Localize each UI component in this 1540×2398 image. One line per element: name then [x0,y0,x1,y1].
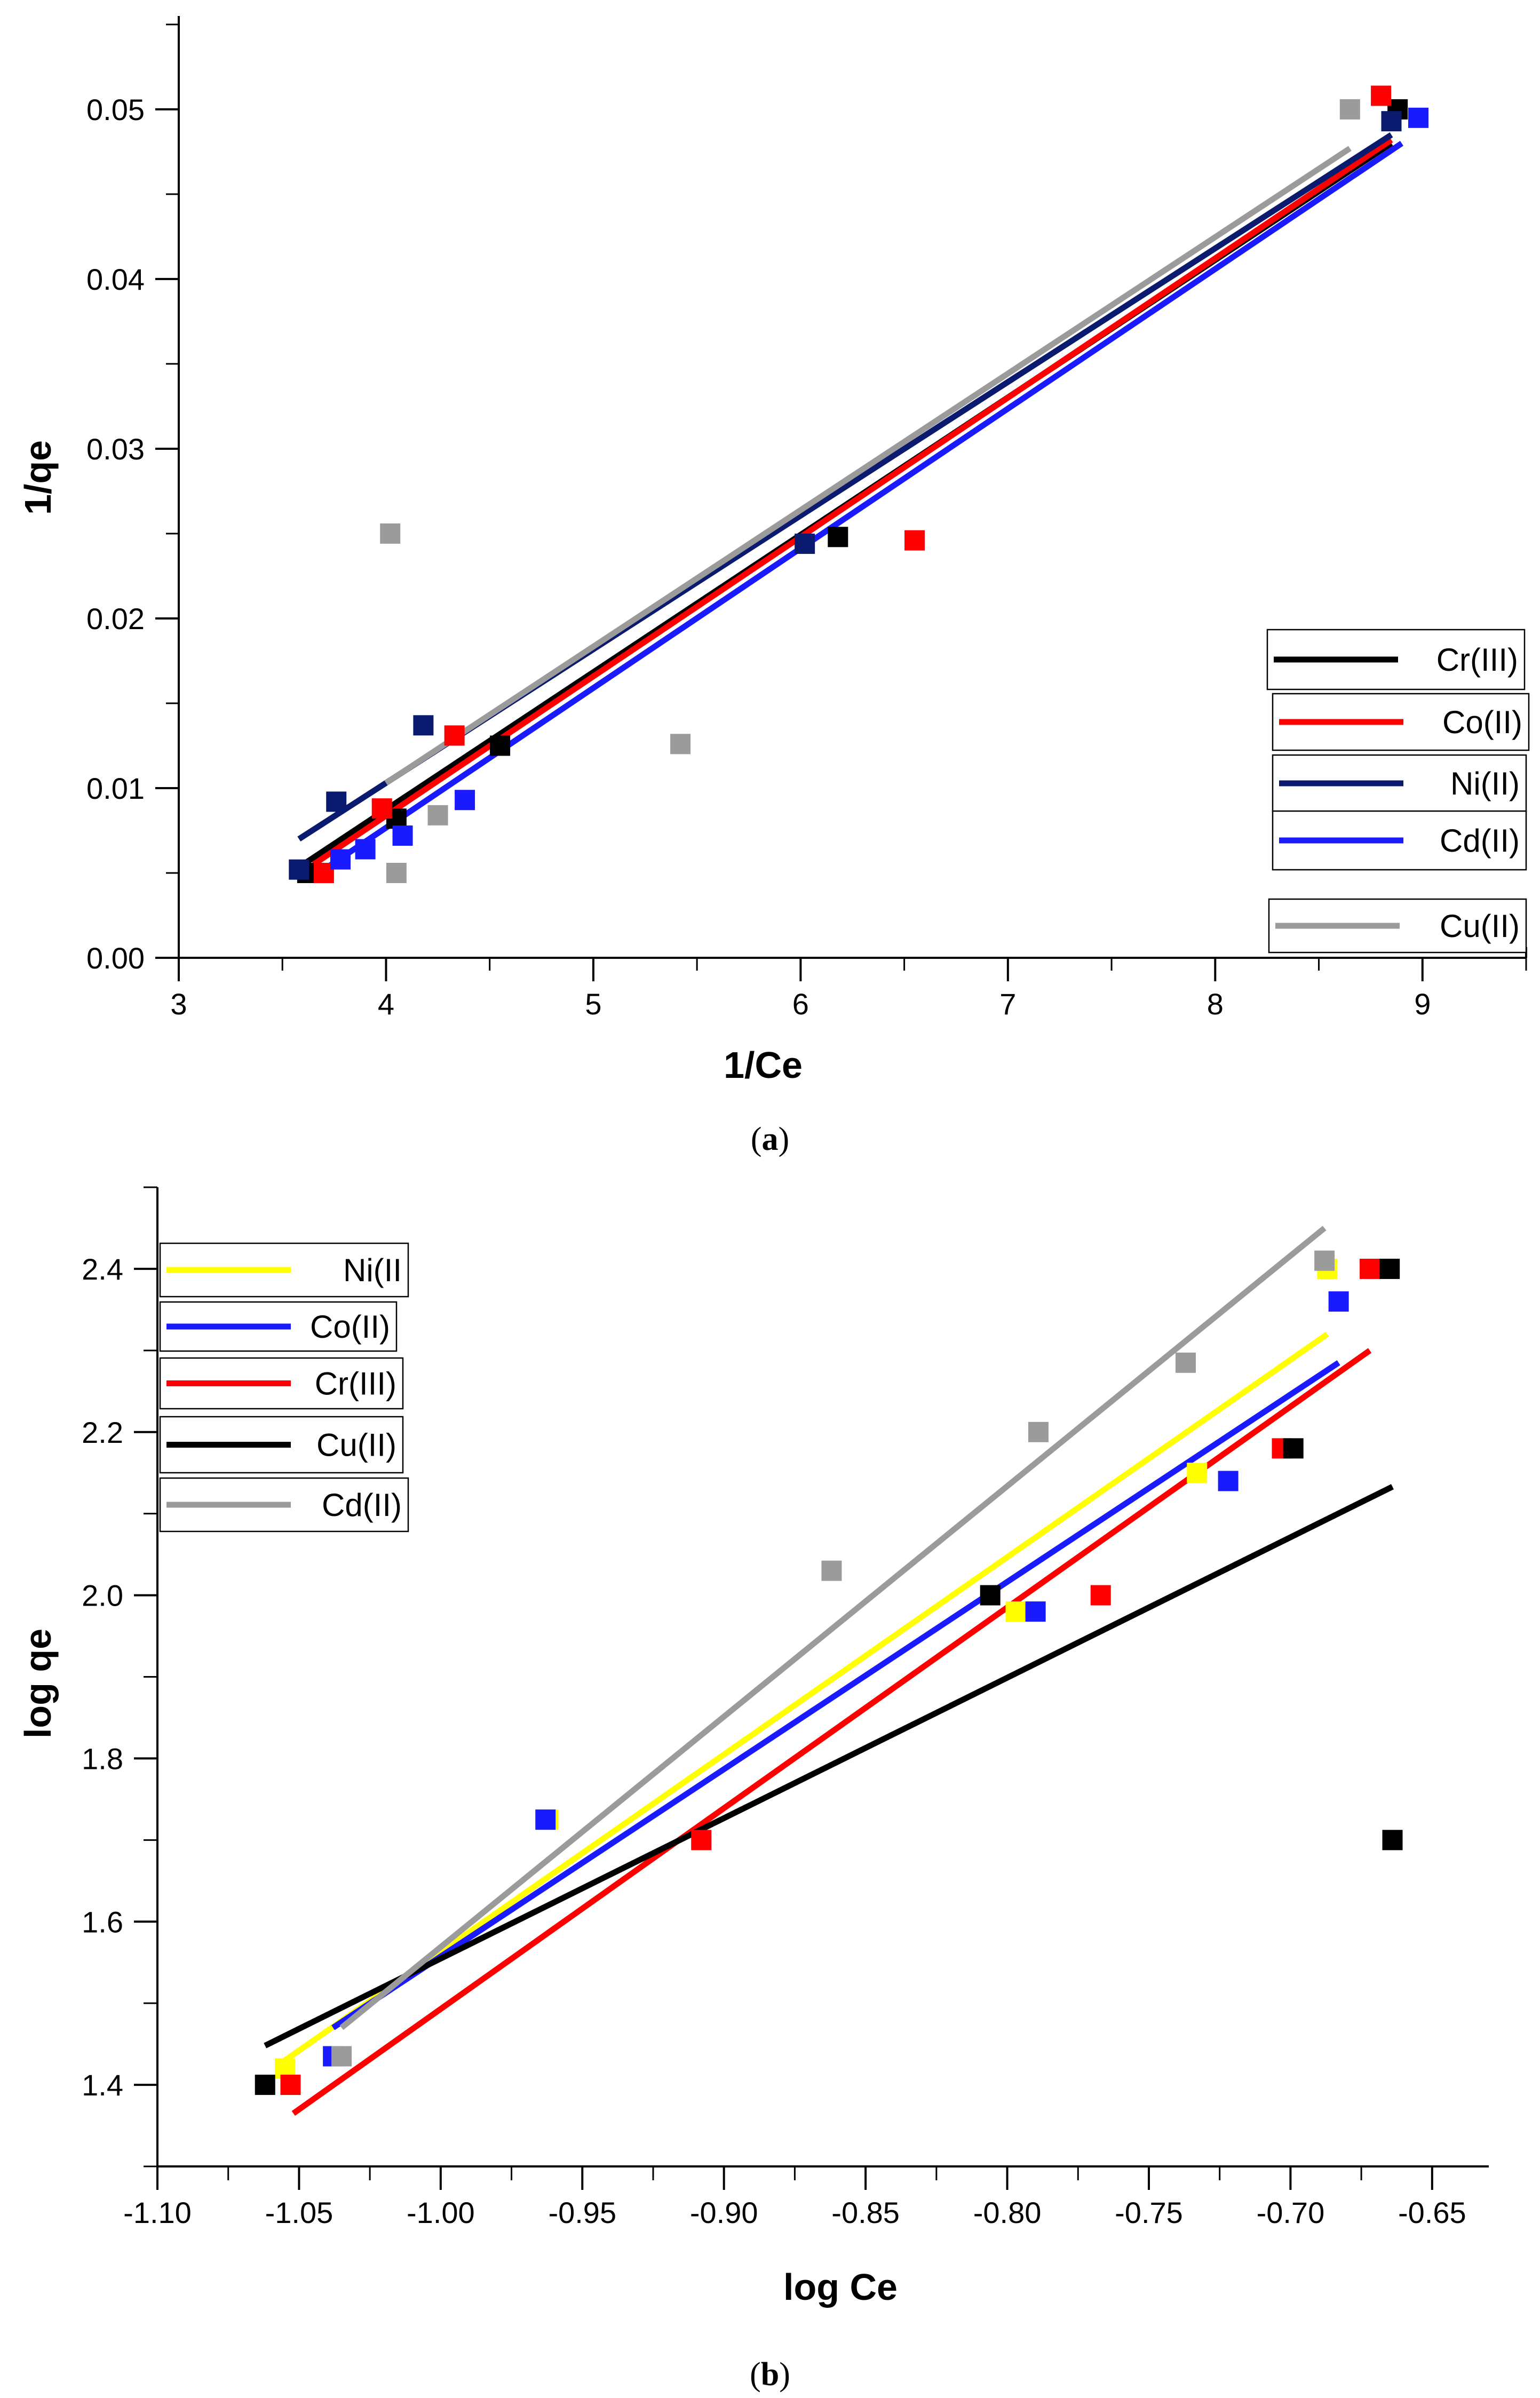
panel-b-fit-line-cd-ii [339,1226,1327,2030]
panel-a-y-tick-label: 0.04 [86,263,145,296]
panel-b-fit-line-cu-ii [264,1484,1394,2048]
panel-a-data-point-ni-ii [289,859,309,880]
panel-b-data-point-cd-ii [821,1560,842,1581]
panel-b-chart: -1.10 -1.05 -1.00 -0.95 -0.90 -0.85 -0.80 -0.75… [17,1186,1489,2393]
panel-a-x-tick-label: 5 [585,987,601,1021]
panel-b-data-point-cd-ii [1028,1422,1049,1442]
panel-a-legend-label-cu-ii: Cu(II) [1440,908,1520,944]
panel-b-data-point-cu-ii [255,2075,275,2095]
panel-b-x-tick-label: -1.00 [407,2196,475,2229]
panel-b-data-point-cd-ii [1175,1352,1196,1373]
panel-a-plot-area: 3 4 5 6 7 8 9 0.00 0.01 0.02 0.03 0.04 0.05 Cr(III) Co… [86,16,1530,1021]
panel-a-data-point-co-ii [371,798,392,819]
panel-a-x-axis-title: 1/Ce [724,1044,803,1086]
panel-b-data-point-co-ii [535,1809,556,1830]
panel-b-x-tick-label: -0.70 [1257,2196,1325,2229]
panel-b-y-tick-label: 2.2 [82,1416,123,1449]
panel-a-data-point-cd-ii [455,790,475,811]
panel-b-data-point-cr-iii [280,2075,301,2095]
panel-b-data-point-ni-ii [1187,1463,1208,1483]
panel-b-data-point-co-ii [1218,1471,1239,1491]
panel-b-data-point-cu-ii [1382,1830,1403,1851]
panel-a-y-tick-label: 0.00 [86,941,145,975]
panel-a-y-tick-label: 0.03 [86,432,145,466]
panel-b-data-point-cu-ii [980,1585,1001,1606]
panel-a-y-tick-label: 0.05 [86,93,145,126]
panel-a-y-tick-label: 0.01 [86,772,145,805]
panel-a-data-point-cu-ii [427,805,448,825]
panel-b-y-tick-label: 1.8 [82,1742,123,1775]
panel-a-x-tick-label: 7 [999,987,1016,1021]
panel-a-data-point-co-ii [444,725,465,746]
panel-a-x-tick-label: 3 [170,987,187,1021]
panel-a-data-point-cu-ii [380,523,401,544]
panel-b-data-point-cr-iii [691,1830,712,1851]
panel-b-legend-label-cu-ii: Cu(II) [316,1427,396,1463]
panel-b-y-tick-label: 2.4 [82,1252,123,1286]
panel-a-x-tick-label: 4 [378,987,394,1021]
panel-b-data-point-co-ii [1025,1601,1046,1622]
panel-a-legend-label-ni-ii: Ni(II) [1450,766,1520,801]
panel-b-x-tick-label: -0.90 [690,2196,758,2229]
panel-a-data-point-cd-ii [355,839,376,860]
panel-a-data-point-cu-ii [670,734,691,755]
panel-a-data-point-co-ii [904,530,925,551]
panel-b-x-tick-label: -0.75 [1115,2196,1183,2229]
panel-a-x-tick-label: 8 [1207,987,1224,1021]
panel-b-x-tick-label: -0.80 [973,2196,1042,2229]
panel-a-data-point-ni-ii [413,715,434,736]
panel-b-y-tick-label: 2.0 [82,1579,123,1613]
panel-b-x-tick-label: -0.65 [1398,2196,1466,2229]
panel-b-legend-label-ni-ii: Ni(II [343,1252,402,1288]
panel-b-plot-area: -1.10 -1.05 -1.00 -0.95 -0.90 -0.85 -0.80 -0.75… [82,1186,1489,2229]
panel-a-data-point-cd-ii [392,825,413,846]
panel-b-data-point-cr-iii [1360,1258,1380,1279]
panel-b-data-point-ni-ii [1005,1601,1026,1622]
panel-a-x-tick-label: 9 [1414,987,1431,1021]
panel-b-data-point-cu-ii [1379,1258,1400,1279]
panel-b-fit-line-co-ii [331,1360,1340,2030]
panel-a-data-point-ni-ii [1381,111,1402,132]
panel-a-data-point-ni-ii [326,791,347,812]
panel-b-y-axis-title: log qe [17,1629,59,1738]
panel-b-legend-label-co-ii: Co(II) [310,1309,390,1345]
panel-a-data-point-cr-iii [490,735,511,756]
panel-b-fit-line-ni-ii [283,1331,1329,2063]
panel-b-y-tick-label: 1.4 [82,2068,123,2102]
panel-a-legend-label-co-ii: Co(II) [1442,704,1522,740]
panel-a-data-point-cd-ii [1408,107,1428,128]
panel-b-data-point-cr-iii [1090,1585,1111,1606]
panel-a-legend-label-cr-iii: Cr(III) [1436,642,1518,678]
panel-b-x-tick-label: -1.05 [265,2196,334,2229]
panel-a-data-point-cd-ii [330,849,351,870]
panel-b-x-tick-label: -1.10 [123,2196,192,2229]
panel-b-data-point-cd-ii [1314,1250,1335,1271]
panel-a-x-tick-label: 6 [792,987,809,1021]
panel-a-y-tick-label: 0.02 [86,602,145,636]
panel-a-data-point-co-ii [1371,85,1392,106]
panel-b-x-tick-label: -0.95 [548,2196,616,2229]
panel-a-caption: (a) [751,1121,789,1157]
panel-b-data-point-cu-ii [1283,1438,1304,1459]
panel-b-caption: (b) [750,2356,790,2393]
panel-a-data-point-ni-ii [795,534,815,554]
panel-a-data-point-cr-iii [828,527,848,547]
panel-a-data-point-cu-ii [1339,99,1360,120]
panel-b-x-tick-label: -0.85 [831,2196,900,2229]
panel-b-x-axis-title: log Ce [783,2266,898,2308]
panel-b-legend-label-cd-ii: Cd(II) [322,1487,402,1523]
panel-a-chart: 3 4 5 6 7 8 9 0.00 0.01 0.02 0.03 0.04 0.05 Cr(III) Co… [17,16,1530,1157]
panel-b-legend-label-cr-iii: Cr(III) [315,1366,396,1402]
panel-a-fit-line-cu-ii [384,146,1352,786]
panel-a-legend-label-cd-ii: Cd(II) [1440,823,1520,859]
panel-a-data-point-cu-ii [386,862,407,883]
panel-b-data-point-co-ii [1328,1291,1349,1312]
panel-b-data-point-cd-ii [331,2046,352,2067]
panel-a-y-axis-title: 1/qe [17,440,59,515]
panel-b-y-tick-label: 1.6 [82,1905,123,1939]
